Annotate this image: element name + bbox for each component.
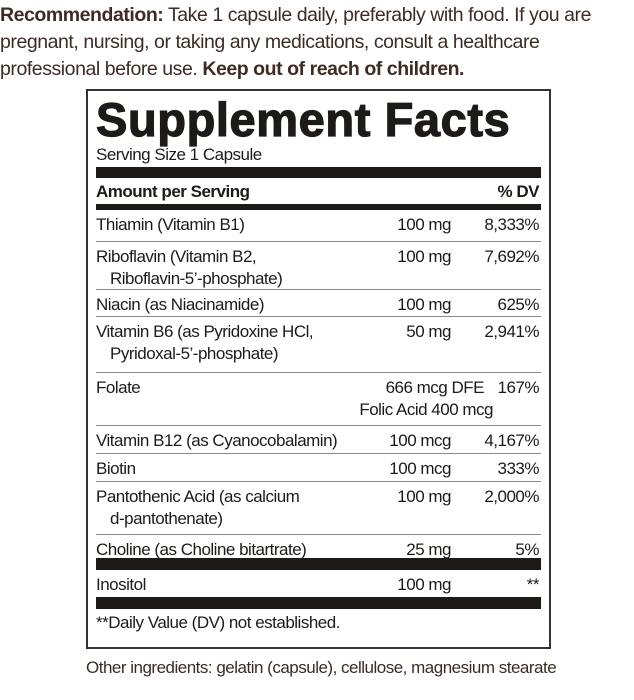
child-warning: Keep out of reach of children.	[202, 58, 465, 80]
recommendation-text: Recommendation: Take 1 capsule daily, pr…	[0, 2, 634, 83]
nutrient-row: Vitamin B12 (as Cyanocobalamin) 100 mcg …	[96, 426, 541, 454]
other-ingredients: Other ingredients: gelatin (capsule), ce…	[86, 658, 557, 677]
serving-size: Serving Size 1 Capsule	[96, 145, 262, 164]
thick-divider	[96, 558, 541, 570]
nutrient-name: Biotin	[96, 459, 136, 478]
nutrient-amount: 100 mcg	[389, 459, 451, 478]
supplement-facts-panel: Supplement Facts Serving Size 1 Capsule …	[86, 89, 551, 649]
name-line-2: Riboflavin-5’-phosphate)	[110, 269, 283, 288]
nutrient-dv: 7,692%	[484, 247, 539, 266]
nutrient-amount: 100 mg	[397, 295, 451, 314]
nutrient-dv: 167%	[497, 378, 540, 397]
medium-divider	[96, 204, 541, 210]
dv-header: % DV	[497, 182, 540, 201]
thick-divider	[96, 167, 541, 178]
nutrient-dv: 2,000%	[484, 487, 539, 506]
recommendation-label: Recommendation:	[0, 4, 164, 26]
nutrient-row: Thiamin (Vitamin B1) 100 mg 8,333%	[96, 210, 541, 242]
nutrient-amount: 100 mg	[397, 215, 451, 234]
nutrient-dv: 625%	[497, 295, 540, 314]
nutrient-dv: **	[526, 575, 540, 594]
nutrient-row: Pantothenic Acid (as calcium d-pantothena…	[96, 482, 541, 535]
nutrient-row: Vitamin B6 (as Pyridoxine HCl, Pyridoxal-…	[96, 317, 541, 373]
nutrient-name: Riboflavin (Vitamin B2, Riboflavin-5’-pho…	[96, 246, 386, 290]
nutrient-row: Niacin (as Niacinamide) 100 mg 625%	[96, 290, 541, 317]
nutrient-amount: 100 mg	[397, 487, 451, 506]
nutrient-row: Inositol 100 mg **	[96, 570, 541, 596]
nutrient-dv: 5%	[515, 540, 539, 559]
dv-footnote: **Daily Value (DV) not established.	[96, 613, 340, 632]
nutrient-amount: 50 mg	[406, 322, 451, 341]
name-line: Riboflavin (Vitamin B2,	[96, 247, 257, 266]
header-row: Amount per Serving % DV	[96, 177, 541, 203]
nutrient-dv: 333%	[497, 459, 540, 478]
name-line: Vitamin B6 (as Pyridoxine HCl,	[96, 322, 314, 341]
name-line-2: d-pantothenate)	[110, 509, 223, 528]
nutrient-amount: 666 mcg DFE	[385, 378, 485, 397]
nutrient-name: Vitamin B12 (as Cyanocobalamin)	[96, 431, 338, 450]
recommendation-body: Take 1 capsule daily, preferably with fo…	[0, 4, 591, 80]
folic-acid-amount: Folic Acid 400 mcg	[359, 400, 493, 419]
panel-title: Supplement Facts	[95, 92, 511, 146]
nutrient-amount: 100 mg	[397, 247, 451, 266]
nutrient-name: Inositol	[96, 575, 146, 594]
nutrient-row: Biotin 100 mcg 333%	[96, 454, 541, 482]
name-line-2: Pyridoxal-5’-phosphate)	[110, 344, 279, 363]
nutrient-dv: 4,167%	[484, 431, 539, 450]
amount-header: Amount per Serving	[96, 182, 250, 201]
nutrient-amount: 25 mg	[406, 540, 451, 559]
nutrient-amount: 100 mcg	[389, 431, 451, 450]
nutrient-dv: 2,941%	[484, 322, 539, 341]
nutrient-dv: 8,333%	[484, 215, 539, 234]
nutrient-name: Niacin (as Niacinamide)	[96, 295, 265, 314]
thick-divider	[96, 597, 541, 609]
nutrient-amount: 100 mg	[397, 575, 451, 594]
nutrient-row: Choline (as Choline bitartrate) 25 mg 5%	[96, 535, 541, 559]
nutrient-row-folate: Folate 666 mcg DFE Folic Acid 400 mcg 16…	[96, 373, 541, 426]
nutrient-name: Thiamin (Vitamin B1)	[96, 215, 245, 234]
nutrient-name: Folate	[96, 378, 141, 397]
nutrient-name: Vitamin B6 (as Pyridoxine HCl, Pyridoxal-…	[96, 321, 386, 365]
nutrient-row: Riboflavin (Vitamin B2, Riboflavin-5’-pho…	[96, 242, 541, 290]
name-line: Pantothenic Acid (as calcium	[96, 487, 300, 506]
nutrient-name: Pantothenic Acid (as calcium d-pantothena…	[96, 486, 386, 530]
nutrient-name: Choline (as Choline bitartrate)	[96, 540, 307, 559]
